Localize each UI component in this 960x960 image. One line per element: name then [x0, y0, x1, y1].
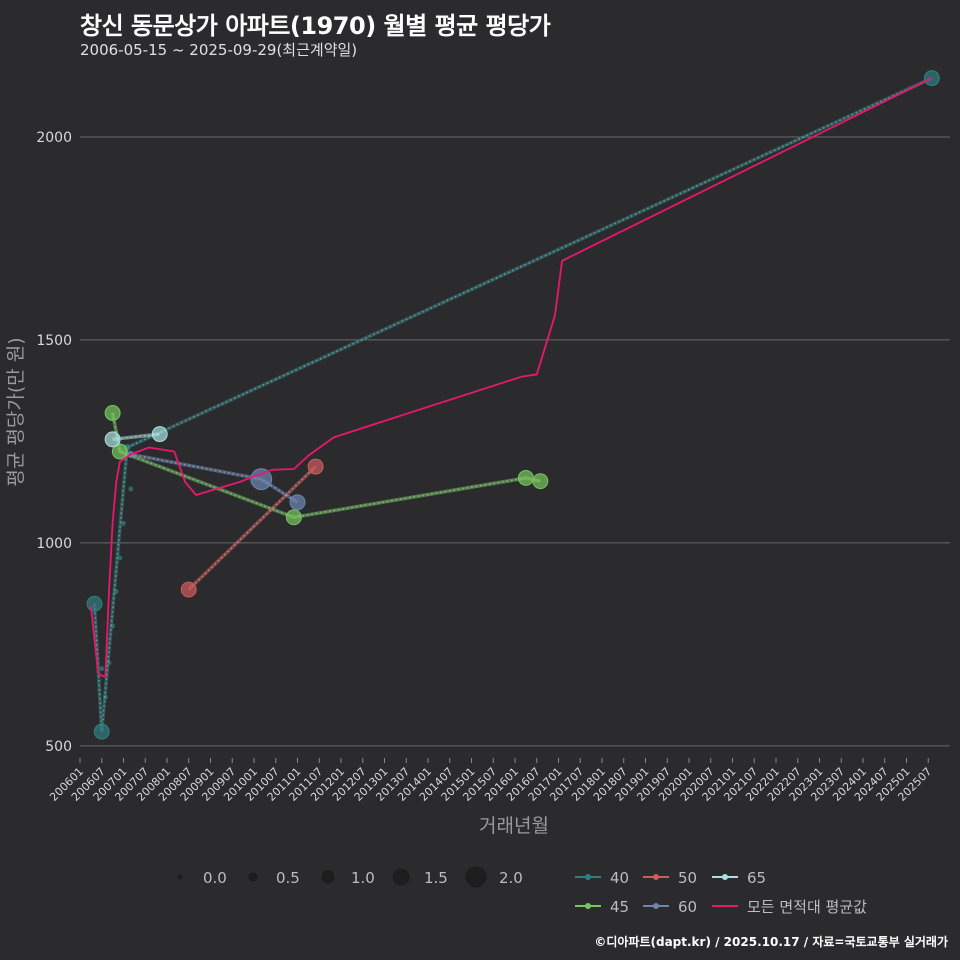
size-legend-symbol [321, 870, 335, 884]
color-legend-label: 45 [610, 898, 629, 916]
data-point [104, 431, 121, 448]
size-legend-symbol [177, 874, 183, 880]
data-point [517, 469, 534, 486]
trace-dots [99, 486, 134, 700]
data-point [289, 494, 306, 511]
color-legend-label: 60 [678, 898, 697, 916]
series-line-dots [112, 433, 160, 441]
size-legend-symbol [248, 872, 258, 882]
color-legend: 40 50 65 45 60 모든 면적대 평균값 [575, 869, 867, 916]
data-point [285, 509, 302, 526]
series-line [92, 76, 933, 732]
y-axis-ticks: 500 1000 1500 2000 [36, 130, 72, 755]
series-65 [104, 426, 168, 448]
color-legend-label: 모든 면적대 평균값 [747, 898, 867, 916]
data-point [250, 468, 273, 491]
y-tick-label: 1000 [36, 536, 72, 552]
series-line-dots [130, 453, 298, 503]
color-legend-point [585, 874, 591, 880]
series-line-average [89, 77, 933, 678]
trace-point [121, 520, 126, 526]
y-tick-label: 2000 [36, 130, 72, 146]
series [86, 70, 940, 740]
size-legend-symbol [465, 866, 487, 888]
series-40 [86, 70, 940, 740]
source-caption: ©디아파트(dapt.kr) / 2025.10.17 / 자료=국토교통부 실… [594, 935, 948, 949]
average-series [89, 77, 933, 678]
data-point [86, 595, 103, 612]
y-axis-label: 평균 평당가(만 원) [5, 337, 27, 486]
size-legend: 0.0 0.5 1.0 1.5 2.0 [177, 866, 523, 888]
size-legend-symbol [392, 868, 410, 886]
gridlines [80, 136, 950, 747]
color-legend-label: 50 [678, 869, 697, 887]
data-point [307, 458, 324, 475]
x-axis-ticks: 2006012006072007012007072008012008072009… [47, 758, 934, 804]
chart-subtitle: 2006-05-15 ~ 2025-09-29(최근계약일) [80, 41, 358, 59]
data-point [151, 426, 168, 443]
data-point [93, 723, 110, 740]
series-line [110, 412, 541, 520]
series-line [187, 465, 317, 591]
color-legend-label: 40 [610, 869, 629, 887]
chart-title: 창신 동문상가 아파트(1970) 월별 평균 평당가 [80, 12, 551, 40]
size-legend-label: 2.0 [499, 869, 523, 887]
data-point [104, 405, 121, 421]
color-legend-point [585, 903, 591, 909]
trace-point [99, 666, 105, 672]
series-line-dots [111, 412, 541, 519]
color-legend-point [653, 874, 659, 880]
size-legend-label: 1.0 [351, 869, 375, 887]
color-legend-label: 65 [747, 869, 766, 887]
x-axis-label: 거래년월 [479, 815, 549, 837]
size-legend-label: 1.5 [424, 869, 448, 887]
series-50 [180, 458, 324, 598]
y-tick-label: 500 [45, 739, 72, 755]
data-point [111, 443, 128, 460]
y-tick-label: 1500 [36, 333, 72, 349]
size-legend-label: 0.0 [203, 869, 227, 887]
data-point [532, 473, 549, 490]
color-legend-point [653, 903, 659, 909]
size-legend-label: 0.5 [276, 869, 300, 887]
series-line [130, 452, 299, 504]
series-45 [104, 405, 549, 526]
trace-point [128, 486, 134, 492]
data-point [180, 581, 197, 598]
color-legend-point [722, 874, 728, 880]
